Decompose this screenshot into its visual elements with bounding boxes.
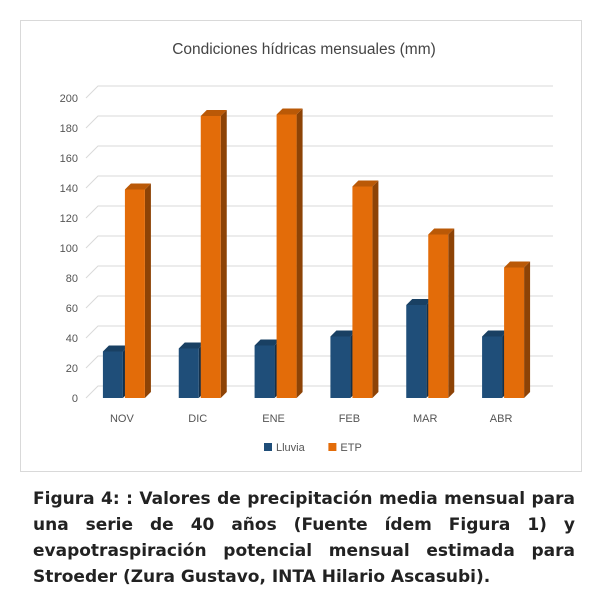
y-tick-label: 120 bbox=[60, 213, 78, 225]
y-tick-label: 180 bbox=[60, 123, 78, 135]
legend: Lluvia ETP bbox=[264, 442, 362, 454]
bars bbox=[102, 108, 531, 398]
figure-caption: Figura 4: : Valores de precipitación med… bbox=[33, 489, 575, 587]
gridline bbox=[85, 85, 553, 99]
bar-etp-nov bbox=[124, 183, 151, 398]
gridline bbox=[85, 355, 553, 369]
gridline bbox=[85, 145, 553, 159]
gridline bbox=[85, 235, 553, 249]
chart-title: Condiciones hídricas mensuales (mm) bbox=[172, 41, 436, 58]
legend-label: ETP bbox=[340, 442, 361, 454]
y-tick-label: 80 bbox=[66, 273, 78, 285]
y-tick-label: 60 bbox=[66, 303, 78, 315]
gridline bbox=[85, 265, 553, 279]
y-tick-label: 0 bbox=[72, 393, 78, 405]
y-axis-ticks: 0 20 40 60 80 100 120 140 160 180 200 bbox=[60, 93, 78, 405]
chart-frame: Condiciones hídricas mensuales (mm) 0 20 4… bbox=[20, 20, 582, 472]
gridline bbox=[85, 175, 553, 189]
y-tick-label: 100 bbox=[60, 243, 78, 255]
gridlines bbox=[85, 85, 553, 399]
bar-etp-dic bbox=[200, 110, 227, 398]
x-axis-labels: NOV DIC ENE FEB MAR ABR bbox=[110, 413, 512, 425]
legend-item-etp: ETP bbox=[328, 442, 362, 454]
gridline bbox=[85, 295, 553, 309]
y-tick-label: 20 bbox=[66, 363, 78, 375]
x-tick-label: DIC bbox=[188, 413, 207, 425]
x-tick-label: NOV bbox=[110, 413, 134, 425]
bar-etp-abr bbox=[504, 261, 531, 398]
x-tick-label: ABR bbox=[490, 413, 513, 425]
gridline bbox=[85, 385, 553, 399]
x-tick-label: MAR bbox=[413, 413, 438, 425]
y-tick-label: 200 bbox=[60, 93, 78, 105]
legend-label: Lluvia bbox=[276, 442, 306, 454]
bar-etp-ene bbox=[276, 108, 303, 398]
gridline bbox=[85, 205, 553, 219]
x-tick-label: FEB bbox=[339, 413, 360, 425]
y-tick-label: 160 bbox=[60, 153, 78, 165]
legend-swatch bbox=[264, 443, 272, 451]
gridline bbox=[85, 325, 553, 339]
legend-swatch bbox=[328, 443, 337, 451]
x-tick-label: ENE bbox=[262, 413, 285, 425]
bar-etp-mar bbox=[428, 228, 455, 398]
gridline bbox=[85, 115, 553, 129]
bar-etp-feb bbox=[352, 180, 379, 398]
y-tick-label: 140 bbox=[60, 183, 78, 195]
legend-item-lluvia: Lluvia bbox=[264, 442, 306, 454]
bar-chart: Condiciones hídricas mensuales (mm) 0 20 4… bbox=[60, 41, 553, 454]
y-tick-label: 40 bbox=[66, 333, 78, 345]
